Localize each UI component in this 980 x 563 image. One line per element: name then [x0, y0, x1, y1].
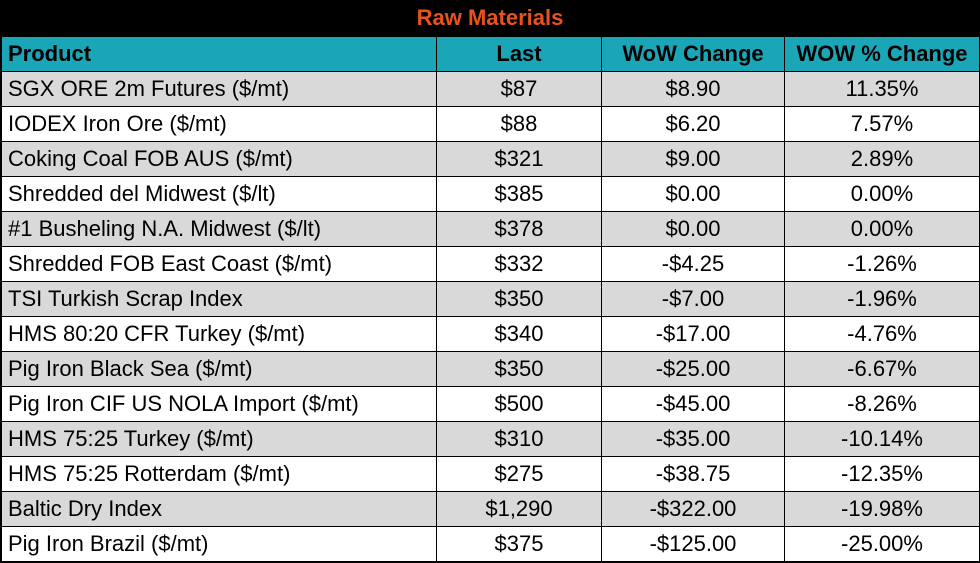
cell-wow-pct-change: -19.98%: [784, 491, 980, 527]
table-row: Coking Coal FOB AUS ($/mt) $321 $9.00 2.89%: [1, 141, 980, 177]
cell-wow-change: -$25.00: [601, 351, 785, 387]
cell-wow-change: $0.00: [601, 176, 785, 212]
table-row: Shredded del Midwest ($/lt) $385 $0.00 0.00…: [1, 176, 980, 212]
cell-wow-pct-change: -25.00%: [784, 526, 980, 562]
cell-product: Shredded del Midwest ($/lt): [1, 176, 437, 212]
cell-wow-change: -$38.75: [601, 456, 785, 492]
table-row: Pig Iron Brazil ($/mt) $375 -$125.00 -25.00…: [1, 526, 980, 562]
cell-wow-change: -$17.00: [601, 316, 785, 352]
table-row: #1 Busheling N.A. Midwest ($/lt) $378 $0.0…: [1, 211, 980, 247]
header-wow-pct-change: WOW % Change: [784, 36, 980, 72]
cell-product: Pig Iron CIF US NOLA Import ($/mt): [1, 386, 437, 422]
cell-product: Baltic Dry Index: [1, 491, 437, 527]
cell-last: $321: [436, 141, 602, 177]
header-wow-change: WoW Change: [601, 36, 785, 72]
cell-product: SGX ORE 2m Futures ($/mt): [1, 71, 437, 107]
table-title: Raw Materials: [1, 1, 979, 36]
table-row: HMS 80:20 CFR Turkey ($/mt) $340 -$17.00 -4…: [1, 316, 980, 352]
cell-wow-change: -$35.00: [601, 421, 785, 457]
cell-wow-pct-change: -10.14%: [784, 421, 980, 457]
cell-last: $500: [436, 386, 602, 422]
cell-wow-change: -$7.00: [601, 281, 785, 317]
cell-wow-pct-change: -12.35%: [784, 456, 980, 492]
cell-wow-change: $9.00: [601, 141, 785, 177]
cell-wow-pct-change: -8.26%: [784, 386, 980, 422]
cell-last: $350: [436, 281, 602, 317]
cell-wow-pct-change: -4.76%: [784, 316, 980, 352]
cell-product: IODEX Iron Ore ($/mt): [1, 106, 437, 142]
cell-wow-pct-change: 0.00%: [784, 176, 980, 212]
table-row: IODEX Iron Ore ($/mt) $88 $6.20 7.57%: [1, 106, 980, 142]
cell-product: HMS 80:20 CFR Turkey ($/mt): [1, 316, 437, 352]
cell-wow-pct-change: 0.00%: [784, 211, 980, 247]
table-row: HMS 75:25 Turkey ($/mt) $310 -$35.00 -10.14…: [1, 421, 980, 457]
cell-wow-pct-change: 7.57%: [784, 106, 980, 142]
table-row: HMS 75:25 Rotterdam ($/mt) $275 -$38.75 -12…: [1, 456, 980, 492]
header-last: Last: [436, 36, 602, 72]
cell-wow-pct-change: 2.89%: [784, 141, 980, 177]
header-product: Product: [1, 36, 437, 72]
cell-wow-pct-change: 11.35%: [784, 71, 980, 107]
cell-wow-change: -$45.00: [601, 386, 785, 422]
cell-product: HMS 75:25 Rotterdam ($/mt): [1, 456, 437, 492]
cell-last: $350: [436, 351, 602, 387]
table-row: SGX ORE 2m Futures ($/mt) $87 $8.90 11.35%: [1, 71, 980, 107]
cell-product: TSI Turkish Scrap Index: [1, 281, 437, 317]
header-row: Product Last WoW Change WOW % Change: [1, 36, 980, 72]
cell-last: $332: [436, 246, 602, 282]
cell-product: Shredded FOB East Coast ($/mt): [1, 246, 437, 282]
cell-last: $88: [436, 106, 602, 142]
table-row: Baltic Dry Index $1,290 -$322.00 -19.98%: [1, 491, 980, 527]
cell-last: $385: [436, 176, 602, 212]
cell-wow-change: $6.20: [601, 106, 785, 142]
cell-last: $275: [436, 456, 602, 492]
raw-materials-table: Product Last WoW Change WOW % Change SGX…: [1, 36, 980, 562]
cell-last: $1,290: [436, 491, 602, 527]
cell-wow-change: $8.90: [601, 71, 785, 107]
cell-wow-pct-change: -6.67%: [784, 351, 980, 387]
cell-product: Coking Coal FOB AUS ($/mt): [1, 141, 437, 177]
table-row: Pig Iron CIF US NOLA Import ($/mt) $500 -$…: [1, 386, 980, 422]
cell-product: Pig Iron Brazil ($/mt): [1, 526, 437, 562]
table-row: TSI Turkish Scrap Index $350 -$7.00 -1.96%: [1, 281, 980, 317]
cell-last: $375: [436, 526, 602, 562]
cell-wow-pct-change: -1.26%: [784, 246, 980, 282]
cell-last: $310: [436, 421, 602, 457]
cell-product: Pig Iron Black Sea ($/mt): [1, 351, 437, 387]
cell-wow-pct-change: -1.96%: [784, 281, 980, 317]
cell-last: $87: [436, 71, 602, 107]
cell-product: #1 Busheling N.A. Midwest ($/lt): [1, 211, 437, 247]
table-body: SGX ORE 2m Futures ($/mt) $87 $8.90 11.35% I…: [1, 71, 980, 562]
cell-wow-change: -$322.00: [601, 491, 785, 527]
table-row: Shredded FOB East Coast ($/mt) $332 -$4.25…: [1, 246, 980, 282]
cell-last: $340: [436, 316, 602, 352]
table-row: Pig Iron Black Sea ($/mt) $350 -$25.00 -6.6…: [1, 351, 980, 387]
cell-wow-change: -$4.25: [601, 246, 785, 282]
cell-wow-change: -$125.00: [601, 526, 785, 562]
cell-wow-change: $0.00: [601, 211, 785, 247]
cell-last: $378: [436, 211, 602, 247]
cell-product: HMS 75:25 Turkey ($/mt): [1, 421, 437, 457]
